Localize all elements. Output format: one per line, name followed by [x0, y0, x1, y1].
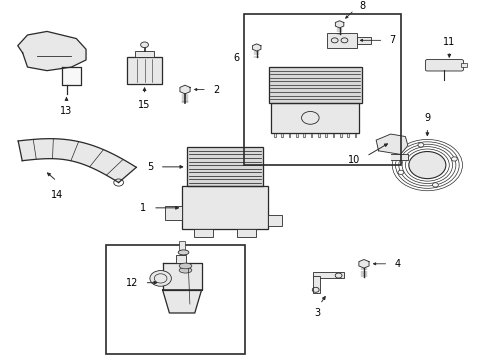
Polygon shape [329, 133, 337, 137]
Polygon shape [271, 133, 278, 137]
Circle shape [397, 170, 403, 175]
Bar [312, 272, 344, 278]
Text: 8: 8 [358, 1, 365, 12]
Bar [267, 215, 282, 226]
Text: 13: 13 [61, 106, 73, 116]
Ellipse shape [178, 250, 188, 255]
Text: 11: 11 [442, 37, 454, 47]
Polygon shape [344, 133, 351, 137]
Text: 6: 6 [233, 53, 239, 63]
Bar [127, 57, 161, 84]
Polygon shape [337, 133, 344, 137]
Polygon shape [351, 133, 359, 137]
FancyBboxPatch shape [425, 60, 463, 71]
Text: 5: 5 [147, 162, 153, 172]
Polygon shape [252, 44, 261, 51]
Polygon shape [61, 67, 81, 85]
Ellipse shape [179, 267, 191, 273]
Text: 9: 9 [424, 113, 429, 123]
Ellipse shape [179, 263, 191, 269]
Text: 14: 14 [51, 190, 63, 200]
Circle shape [141, 42, 148, 48]
Text: 1: 1 [140, 203, 145, 213]
Polygon shape [162, 263, 201, 290]
Text: 10: 10 [347, 155, 360, 165]
Bar [271, 103, 359, 133]
Circle shape [450, 157, 456, 161]
Polygon shape [180, 85, 190, 94]
Polygon shape [285, 133, 293, 137]
Polygon shape [18, 31, 86, 71]
Polygon shape [358, 260, 368, 268]
Polygon shape [268, 67, 361, 103]
Text: 3: 3 [314, 309, 320, 318]
Text: 15: 15 [138, 100, 150, 110]
Bar [356, 37, 370, 44]
Bar [165, 206, 182, 220]
Polygon shape [375, 134, 407, 154]
Polygon shape [18, 139, 136, 183]
Polygon shape [335, 21, 343, 28]
Text: 7: 7 [388, 35, 394, 45]
Circle shape [431, 183, 437, 187]
Text: 2: 2 [213, 85, 219, 95]
Text: 12: 12 [125, 278, 138, 288]
Polygon shape [300, 133, 307, 137]
Bar [236, 229, 256, 237]
Polygon shape [278, 133, 285, 137]
Polygon shape [293, 133, 300, 137]
Polygon shape [162, 290, 201, 313]
Polygon shape [127, 57, 161, 84]
Polygon shape [182, 186, 267, 229]
Bar [178, 240, 184, 249]
Circle shape [150, 271, 171, 286]
Circle shape [408, 152, 445, 179]
Polygon shape [271, 103, 359, 133]
Polygon shape [186, 147, 263, 186]
Bar [135, 51, 154, 57]
Text: 4: 4 [393, 259, 400, 269]
Bar [176, 255, 185, 263]
Polygon shape [322, 133, 329, 137]
Polygon shape [307, 133, 315, 137]
Bar [194, 229, 213, 237]
Polygon shape [315, 133, 322, 137]
Polygon shape [390, 154, 407, 160]
Bar [182, 186, 267, 229]
Bar [461, 63, 467, 67]
Bar [186, 147, 263, 186]
Bar [244, 14, 400, 165]
Circle shape [417, 143, 423, 147]
Bar [327, 32, 356, 48]
Bar [312, 275, 320, 293]
Bar [105, 245, 244, 354]
Bar [268, 67, 361, 103]
